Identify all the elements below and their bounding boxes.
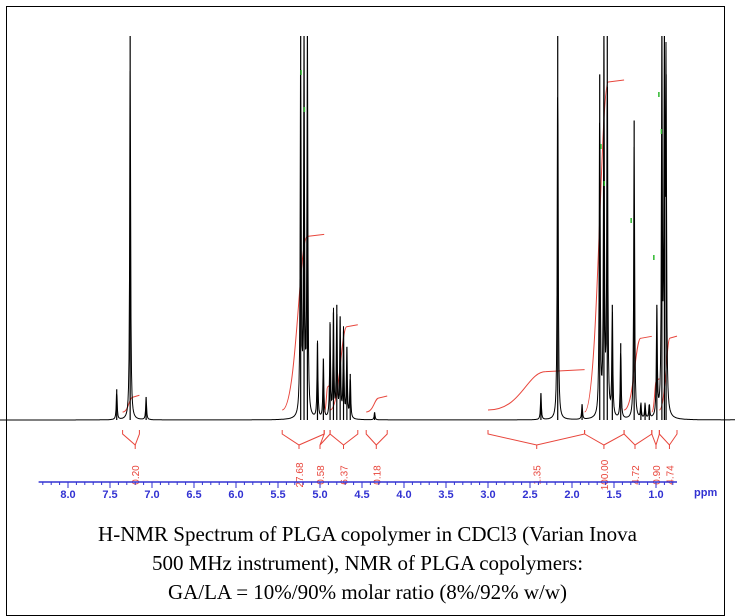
x-tick-label: 3.5: [438, 489, 453, 501]
x-tick-label: 1.0: [648, 489, 663, 501]
integral-bracket-8: [651, 430, 660, 447]
integral-bracket-1: [281, 430, 325, 446]
x-tick-label: 1.5: [606, 489, 621, 501]
integral-value-label: 100.00: [600, 459, 611, 490]
integral-value-label: 0.58: [316, 465, 327, 485]
integral-value-label: 1.35: [533, 465, 544, 485]
integral-value-label: 0.90: [652, 465, 663, 485]
integral-curves: [122, 79, 678, 413]
nmr-spectrum-chart: 0.20 27.68 0.58 6.37 0.18 1.35 100.00 4.72 0.90 4…: [0, 35, 735, 501]
integral-value-label: 0.20: [131, 465, 142, 485]
integral-bracket-3: [329, 430, 359, 446]
integral-value-label: 0.18: [372, 465, 383, 485]
x-tick-label: 6.5: [186, 489, 201, 501]
integral-curve-1: [281, 233, 325, 411]
x-tick-label: 8.0: [60, 489, 75, 501]
integral-bracket-0: [122, 430, 140, 446]
integral-curve-4: [366, 395, 388, 413]
x-axis: 8.0 7.5 7.0 6.5 6.0 5.5 5.0 4.5 4.0 3.5 3.0 2.5 2.0 1…: [38, 481, 677, 501]
integral-bracket-7: [623, 430, 653, 446]
integral-bracket-9: [658, 430, 678, 446]
x-tick-label: 3.0: [480, 489, 495, 501]
integral-curve-0: [122, 394, 140, 413]
x-tick-label: 2.0: [564, 489, 579, 501]
spectrum-line: [0, 35, 735, 421]
integral-value-label: 27.68: [295, 462, 306, 487]
integral-curve-5: [487, 369, 585, 411]
x-tick-label: 7.5: [102, 489, 117, 501]
integral-bracket-2: [319, 430, 331, 446]
integral-curve-7: [623, 335, 652, 411]
integral-value-label: 6.37: [340, 465, 351, 485]
integral-bracket-5: [487, 430, 586, 446]
x-tick-label: 7.0: [144, 489, 159, 501]
x-tick-label: 6.0: [228, 489, 243, 501]
integral-brackets: 0.20 27.68 0.58 6.37 0.18 1.35 100.00 4.72 0.90 4…: [122, 430, 678, 490]
x-tick-label: 2.5: [522, 489, 537, 501]
caption-line-1: H-NMR Spectrum of PLGA copolymer in CDCl…: [98, 522, 637, 546]
caption-line-3: GA/LA = 10%/90% molar ratio (8%/92% w/w): [167, 580, 568, 604]
integral-value-label: 4.72: [631, 465, 642, 485]
x-tick-label: 4.5: [354, 489, 369, 501]
figure-caption: H-NMR Spectrum of PLGA copolymer in CDCl…: [0, 520, 735, 607]
x-tick-label: 5.0: [312, 489, 327, 501]
integral-bracket-4: [365, 430, 388, 446]
x-axis-label: ppm: [694, 487, 717, 499]
integral-bracket-6: [584, 430, 625, 446]
caption-line-2: 500 MHz instrument), NMR of PLGA copolym…: [151, 551, 584, 575]
x-tick-label: 4.0: [396, 489, 411, 501]
integral-value-label: 4.74: [665, 465, 676, 485]
spectrum-trace: [0, 35, 735, 421]
x-tick-label: 5.5: [270, 489, 285, 501]
